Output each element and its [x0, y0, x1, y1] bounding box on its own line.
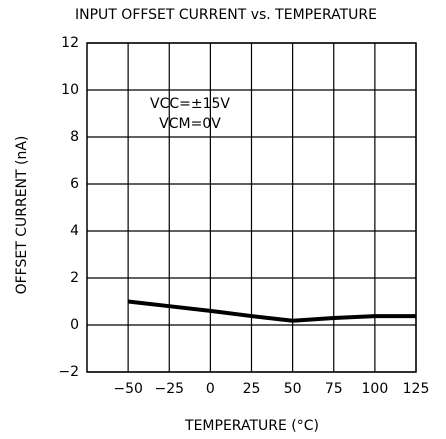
- y-tick-label: 10: [61, 82, 79, 98]
- y-axis-label: OFFSET CURRENT (nA): [14, 136, 30, 295]
- y-tick-label: 4: [70, 223, 79, 239]
- y-tick-label: −2: [58, 364, 79, 380]
- y-tick-label: 0: [70, 317, 79, 333]
- x-tick-label: 75: [325, 381, 343, 397]
- annotation: VCM=0V: [159, 116, 221, 132]
- x-tick-label: 25: [243, 381, 261, 397]
- x-tick-label: −50: [113, 381, 143, 397]
- plot-frame: [86, 42, 417, 373]
- y-tick-label: 6: [70, 176, 79, 192]
- y-tick-label: 2: [70, 270, 79, 286]
- y-tick-label: 12: [61, 35, 79, 51]
- data-line: [127, 299, 416, 323]
- x-tick-label: 50: [284, 381, 302, 397]
- chart-title: INPUT OFFSET CURRENT vs. TEMPERATURE: [75, 7, 377, 23]
- x-tick-label: −25: [154, 381, 184, 397]
- x-tick-label: 100: [362, 381, 389, 397]
- x-tick-label: 125: [403, 381, 430, 397]
- y-tick-label: 8: [70, 129, 79, 145]
- annotation: VCC=±15V: [150, 96, 230, 112]
- x-axis-label: TEMPERATURE (°C): [184, 418, 319, 434]
- x-tick-label: 0: [206, 381, 215, 397]
